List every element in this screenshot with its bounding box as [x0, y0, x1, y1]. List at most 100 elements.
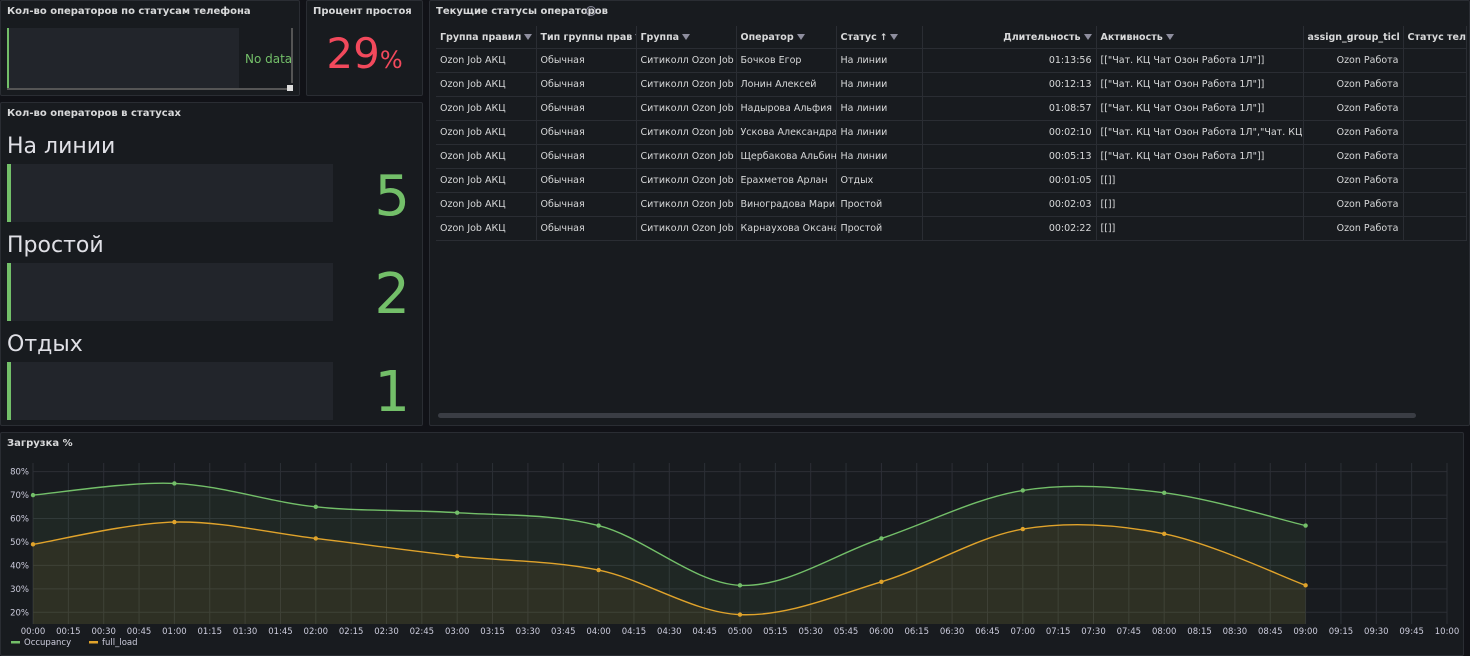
table-row[interactable]: Ozon Job АКЦ Обычная Ситиколл Ozon Job Уско… — [436, 120, 1467, 145]
y-tick-label: 80% — [10, 468, 29, 478]
table-cell: Ситиколл Ozon Job — [636, 216, 737, 241]
table-cell — [1403, 96, 1467, 121]
info-icon[interactable]: i — [586, 6, 596, 16]
table-cell: 00:02:22 — [922, 216, 1097, 241]
stat-value-idle: 2 — [374, 262, 410, 327]
table-cell: Виноградова Мария — [736, 192, 837, 217]
x-tick-label: 06:30 — [940, 627, 965, 637]
stat-label-rest: Отдых — [7, 332, 83, 357]
stat-bar-rest — [7, 362, 333, 420]
x-tick-label: 05:15 — [763, 627, 788, 637]
table-cell: Ozon Работа — [1303, 120, 1404, 145]
x-tick-label: 09:30 — [1364, 627, 1389, 637]
x-tick-label: 03:30 — [516, 627, 541, 637]
x-tick-label: 01:30 — [233, 627, 258, 637]
table-cell: Ozon Работа — [1303, 48, 1404, 73]
y-tick-label: 70% — [10, 491, 29, 501]
stat-bar-idle — [7, 263, 333, 321]
table-cell: Ситиколл Ozon Job — [636, 48, 737, 73]
stat-label-online: На линии — [7, 134, 116, 159]
table-cell: На линии — [836, 72, 923, 97]
table-cell: Ozon Работа — [1303, 144, 1404, 169]
filter-icon[interactable] — [682, 34, 691, 40]
table-cell: Обычная — [536, 168, 637, 193]
table-row[interactable]: Ozon Job АКЦ Обычная Ситиколл Ozon Job Лони… — [436, 72, 1467, 97]
table-row[interactable]: Ozon Job АКЦ Обычная Ситиколл Ozon Job Карн… — [436, 216, 1467, 241]
data-point — [879, 536, 884, 541]
table-cell: Ozon Работа — [1303, 216, 1404, 241]
table-cell: 00:02:10 — [922, 120, 1097, 145]
filter-icon[interactable] — [796, 34, 805, 40]
column-header[interactable]: assign_group_ticl — [1303, 26, 1404, 49]
panel-title: Загрузка % — [7, 438, 73, 449]
table-horizontal-scrollbar[interactable] — [438, 413, 1416, 418]
column-header[interactable]: Группа — [636, 26, 737, 49]
x-tick-label: 02:30 — [374, 627, 399, 637]
operators-table: Группа правил Тип группы прав Группа Опе… — [436, 26, 1467, 241]
table-cell: Ситиколл Ozon Job — [636, 192, 737, 217]
data-point — [30, 492, 36, 498]
panel-title: Процент простоя — [313, 6, 412, 17]
filter-icon[interactable] — [524, 34, 533, 40]
table-row[interactable]: Ozon Job АКЦ Обычная Ситиколл Ozon Job Бочк… — [436, 48, 1467, 73]
table-cell: [[]] — [1096, 192, 1304, 217]
table-cell: 01:08:57 — [922, 96, 1097, 121]
table-cell: На линии — [836, 48, 923, 73]
y-tick-label: 60% — [10, 515, 29, 525]
column-header[interactable]: Статус теле — [1403, 26, 1467, 49]
y-tick-label: 40% — [10, 561, 29, 571]
column-header[interactable]: Длительность — [922, 26, 1097, 49]
table-cell: [[]] — [1096, 216, 1304, 241]
x-tick-label: 07:15 — [1046, 627, 1071, 637]
data-point — [1020, 488, 1025, 493]
data-point — [879, 579, 884, 585]
load-chart: 20% 30% 40% 50% 60% 70% 80% 00:00 00:15 00:30 00:4… — [10, 463, 1459, 648]
table-cell: Ozon Работа — [1303, 192, 1404, 217]
stat-value-online: 5 — [374, 164, 410, 229]
table-cell — [1403, 72, 1467, 97]
table-cell: [["Чат. КЦ Чат Озон Работа 1Л"]] — [1096, 72, 1304, 97]
stat-bar-online — [7, 164, 333, 222]
table-cell — [1403, 120, 1467, 145]
filter-icon[interactable] — [1083, 34, 1092, 40]
sort-asc-icon[interactable]: ↑ — [879, 32, 888, 43]
column-header[interactable]: Статус ↑ — [836, 26, 923, 49]
column-header[interactable]: Оператор — [736, 26, 837, 49]
vertical-scrollbar[interactable] — [291, 28, 293, 83]
table-cell: Простой — [836, 192, 923, 217]
table-cell: Ozon Job АКЦ — [436, 72, 537, 97]
table-row[interactable]: Ozon Job АКЦ Обычная Ситиколл Ozon Job Вино… — [436, 192, 1467, 217]
table-cell: Обычная — [536, 48, 637, 73]
column-header[interactable]: Тип группы прав — [536, 26, 637, 49]
data-point — [172, 519, 177, 525]
table-cell: [["Чат. КЦ Чат Озон Работа 1Л"]] — [1096, 48, 1304, 73]
current-statuses-panel: Текущие статусы операторов i Группа прав… — [429, 0, 1470, 426]
column-header[interactable]: Активность — [1096, 26, 1304, 49]
table-cell: Обычная — [536, 72, 637, 97]
y-tick-label: 20% — [10, 608, 29, 618]
percent-unit: % — [379, 46, 403, 74]
data-point — [1020, 526, 1025, 532]
data-point — [455, 510, 460, 515]
x-tick-label: 00:45 — [127, 627, 152, 637]
scroll-handle[interactable] — [287, 85, 293, 91]
table-cell: На линии — [836, 120, 923, 145]
column-header[interactable]: Группа правил — [436, 26, 537, 49]
x-tick-label: 00:30 — [91, 627, 116, 637]
panel-title: Текущие статусы операторов — [436, 6, 608, 17]
table-cell: Надырова Альфия — [736, 96, 837, 121]
x-tick-label: 01:15 — [198, 627, 223, 637]
horizontal-scrollbar[interactable] — [7, 88, 287, 90]
table-row[interactable]: Ozon Job АКЦ Обычная Ситиколл Ozon Job Ерах… — [436, 168, 1467, 193]
table-cell: [["Чат. КЦ Чат Озон Работа 1Л","Чат. КЦ … — [1096, 120, 1304, 145]
table-cell: 00:01:05 — [922, 168, 1097, 193]
table-row[interactable]: Ozon Job АКЦ Обычная Ситиколл Ozon Job Нады… — [436, 96, 1467, 121]
filter-icon[interactable] — [890, 34, 899, 40]
x-tick-label: 04:00 — [586, 627, 611, 637]
table-cell: Простой — [836, 216, 923, 241]
filter-icon[interactable] — [1165, 34, 1174, 40]
table-row[interactable]: Ozon Job АКЦ Обычная Ситиколл Ozon Job Щерб… — [436, 144, 1467, 169]
x-tick-label: 05:30 — [798, 627, 823, 637]
table-cell: Ozon Job АКЦ — [436, 168, 537, 193]
no-data-label: No data — [245, 52, 293, 66]
